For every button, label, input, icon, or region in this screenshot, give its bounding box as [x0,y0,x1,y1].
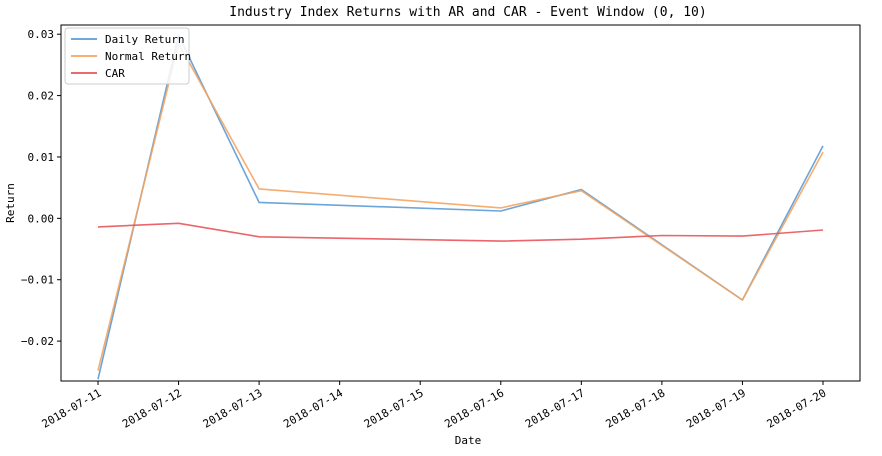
x-axis-label: Date [455,434,482,447]
legend-box [64,27,190,85]
chart-title: Industry Index Returns with AR and CAR -… [229,5,706,20]
y-tick-label: −0.01 [21,274,54,287]
series-line-car [97,222,824,242]
y-axis: −0.02 −0.01 0.00 0.01 0.02 0.03 [21,28,61,348]
legend: Daily Return Normal Return CAR [64,27,191,85]
legend-label: Normal Return [105,50,191,63]
legend-label: Daily Return [105,33,184,46]
plot-frame [60,24,861,382]
y-tick-label: 0.03 [28,28,55,41]
y-axis-label: Return [4,183,17,223]
legend-label: CAR [105,67,125,80]
y-tick-label: 0.02 [28,90,55,103]
y-tick-label: 0.01 [28,151,55,164]
y-tick-label: 0.00 [28,212,55,225]
y-tick-label: −0.02 [21,335,54,348]
